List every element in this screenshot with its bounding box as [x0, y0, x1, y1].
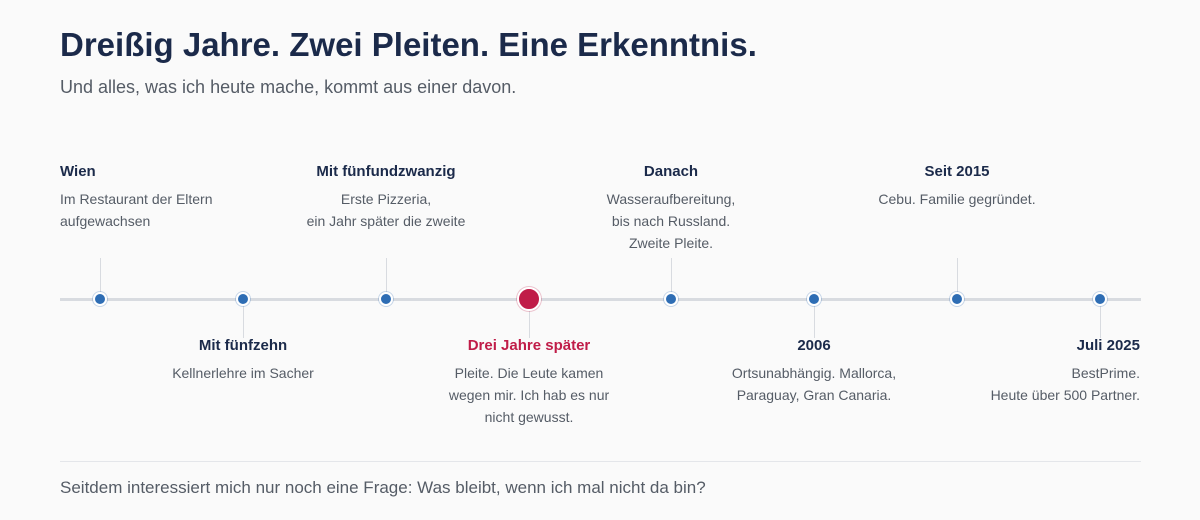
timeline-event: Seit 2015 Cebu. Familie gegründet.: [837, 163, 1077, 210]
footer-text: Seitdem interessiert mich nur noch eine …: [60, 478, 706, 497]
event-heading: Juli 2025: [1076, 337, 1140, 354]
timeline-dot: [664, 292, 678, 306]
timeline-event: Juli 2025 BestPrime. Heute über 500 Partn…: [900, 337, 1140, 406]
timeline-event: 2006 Ortsunabhängig. Mallorca, Paraguay, …: [694, 337, 934, 406]
timeline-connector: [957, 258, 958, 299]
page-subtitle: Und alles, was ich heute mache, kommt au…: [60, 77, 517, 97]
event-description: Kellnerlehre im Sacher: [172, 365, 314, 381]
event-heading: Seit 2015: [924, 163, 990, 180]
timeline-dot: [1093, 292, 1107, 306]
event-description: Cebu. Familie gegründet.: [878, 191, 1036, 207]
timeline-connector: [100, 258, 101, 299]
timeline-dot: [236, 292, 250, 306]
timeline-connector: [386, 258, 387, 299]
timeline-connector: [814, 299, 815, 338]
timeline-event: Drei Jahre später Pleite. Die Leute kamen…: [409, 337, 649, 428]
event-description: Ortsunabhängig. Mallorca, Paraguay, Gran…: [731, 365, 897, 403]
timeline-connector: [1100, 299, 1101, 338]
event-description: Erste Pizzeria, ein Jahr später die zwei…: [306, 191, 466, 229]
event-heading: Wien: [60, 163, 96, 180]
timeline-connector: [529, 299, 530, 338]
page-title: Dreißig Jahre. Zwei Pleiten. Eine Erkenn…: [60, 26, 757, 63]
timeline-event: Mit fünfzehn Kellnerlehre im Sacher: [123, 337, 363, 384]
event-heading: Mit fünfundzwanzig: [316, 163, 456, 180]
timeline-dot-highlight: [517, 287, 541, 311]
timeline-event: Wien Im Restaurant der Eltern aufgewachse…: [60, 163, 300, 232]
event-description: Pleite. Die Leute kamen wegen mir. Ich h…: [448, 365, 610, 425]
timeline-dot: [379, 292, 393, 306]
timeline-event: Mit fünfundzwanzig Erste Pizzeria, ein Ja…: [266, 163, 506, 232]
event-description: BestPrime. Heute über 500 Partner.: [990, 365, 1140, 403]
timeline-axis: [60, 298, 1141, 301]
timeline-dot: [950, 292, 964, 306]
event-description: Wasseraufbereitung, bis nach Russland. Z…: [606, 191, 736, 251]
event-heading: Danach: [643, 163, 699, 180]
event-heading: Drei Jahre später: [467, 337, 591, 354]
event-heading: Mit fünfzehn: [198, 337, 288, 354]
footer-divider: [60, 461, 1141, 462]
timeline-dot: [93, 292, 107, 306]
timeline-connector: [243, 299, 244, 338]
event-heading: 2006: [797, 337, 831, 354]
timeline-event: Danach Wasseraufbereitung, bis nach Russl…: [551, 163, 791, 254]
timeline-dot: [807, 292, 821, 306]
event-description: Im Restaurant der Eltern aufgewachsen: [60, 191, 213, 229]
timeline-connector: [671, 258, 672, 299]
